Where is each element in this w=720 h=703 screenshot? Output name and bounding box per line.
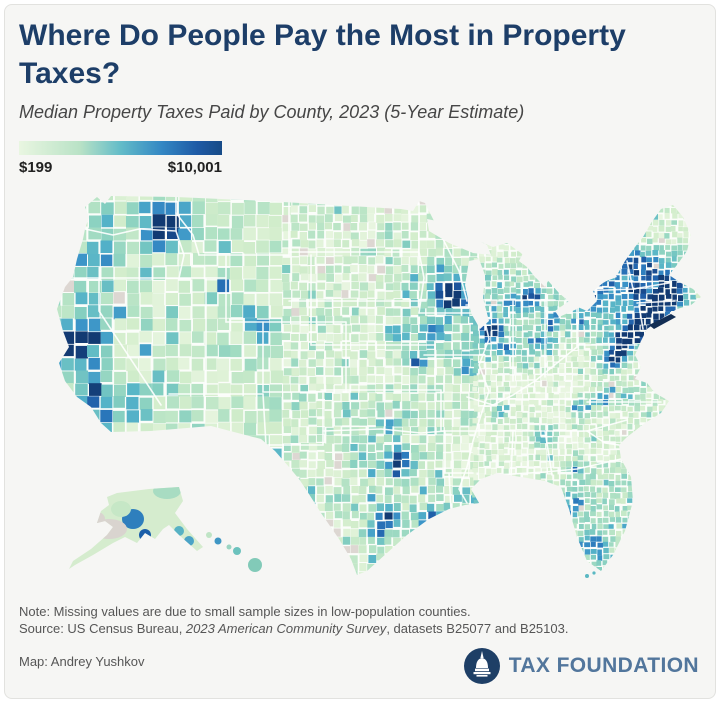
map-credit: Map: Andrey Yushkov — [19, 654, 145, 669]
legend-labels: $199 $10,001 — [19, 159, 222, 176]
legend-min-label: $199 — [19, 159, 53, 176]
infographic-card: Where Do People Pay the Most in Property… — [4, 4, 716, 699]
legend-gradient-bar — [19, 141, 222, 155]
us-county-choropleth-map — [21, 183, 701, 603]
capitol-dome-icon — [463, 648, 500, 684]
page-title: Where Do People Pay the Most in Property… — [19, 19, 626, 90]
color-scale-legend: $199 $10,001 — [19, 141, 222, 176]
chart-subtitle: Median Property Taxes Paid by County, 20… — [19, 102, 525, 122]
us-map-svg — [57, 196, 701, 578]
tax-foundation-logo: TAX FOUNDATION — [463, 647, 699, 685]
logo-wordmark: TAX FOUNDATION — [508, 654, 699, 677]
legend-max-label: $10,001 — [167, 159, 222, 176]
source-italic: 2023 American Community Survey — [185, 621, 387, 636]
source-line: Source: US Census Bureau, 2023 American … — [19, 621, 569, 636]
footnotes: Note: Missing values are due to small sa… — [19, 603, 568, 637]
note-line: Note: Missing values are due to small sa… — [19, 604, 471, 619]
